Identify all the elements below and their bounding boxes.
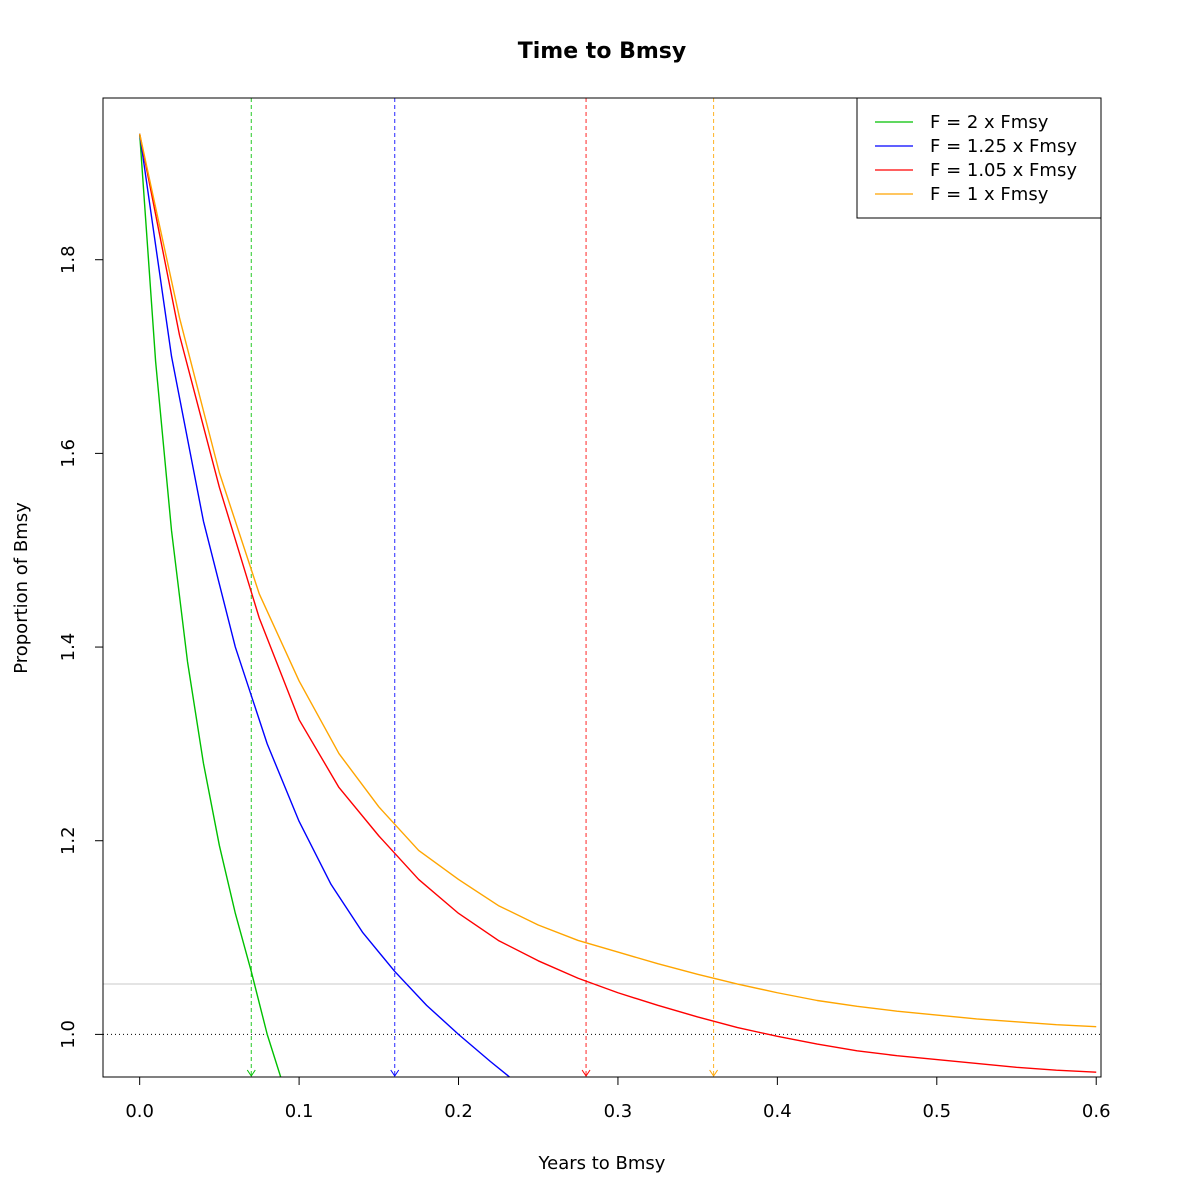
x-tick-label-3: 0.2 xyxy=(444,1101,473,1122)
legend: F = 2 x Fmsy F = 1.25 x Fmsy F = 1.05 x Fm… xyxy=(856,97,1102,219)
legend-label-4: F = 1 x Fmsy xyxy=(930,184,1049,205)
marker-arrow-4 xyxy=(709,1069,719,1077)
y-axis-label: Proportion of Bmsy xyxy=(11,502,32,674)
x-tick-label-1: 0.0 xyxy=(125,1101,154,1122)
series-line-1 xyxy=(138,133,282,1077)
x-axis-label: Years to Bmsy xyxy=(538,1153,666,1174)
plot-layer xyxy=(103,98,1101,1077)
marker-arrow-3 xyxy=(581,1069,591,1077)
chart-title: Time to Bmsy xyxy=(518,39,686,64)
series-line-3 xyxy=(138,133,1097,1073)
axes-layer: 0.0 0.1 0.2 0.3 0.4 0.5 0.6 1.0 1.2 1.4 1.6 1.8 xyxy=(58,245,1111,1122)
series-line-2 xyxy=(138,133,510,1077)
x-tick-label-5: 0.4 xyxy=(763,1101,792,1122)
y-tick-label-4: 1.6 xyxy=(58,439,79,468)
marker-arrow-1 xyxy=(246,1069,256,1077)
x-tick-label-7: 0.6 xyxy=(1082,1101,1111,1122)
series-line-4 xyxy=(138,133,1097,1028)
legend-label-2: F = 1.25 x Fmsy xyxy=(930,136,1077,157)
x-tick-label-4: 0.3 xyxy=(604,1101,633,1122)
legend-label-3: F = 1.05 x Fmsy xyxy=(930,160,1077,181)
x-tick-label-6: 0.5 xyxy=(922,1101,951,1122)
marker-arrow-2 xyxy=(390,1069,400,1077)
y-tick-label-2: 1.2 xyxy=(58,826,79,855)
plot-frame xyxy=(102,97,1102,1078)
legend-box xyxy=(856,97,1102,219)
x-tick-label-2: 0.1 xyxy=(285,1101,314,1122)
legend-label-1: F = 2 x Fmsy xyxy=(930,112,1049,133)
y-tick-label-5: 1.8 xyxy=(58,245,79,274)
y-tick-label-1: 1.0 xyxy=(58,1020,79,1049)
y-tick-label-3: 1.4 xyxy=(58,633,79,662)
